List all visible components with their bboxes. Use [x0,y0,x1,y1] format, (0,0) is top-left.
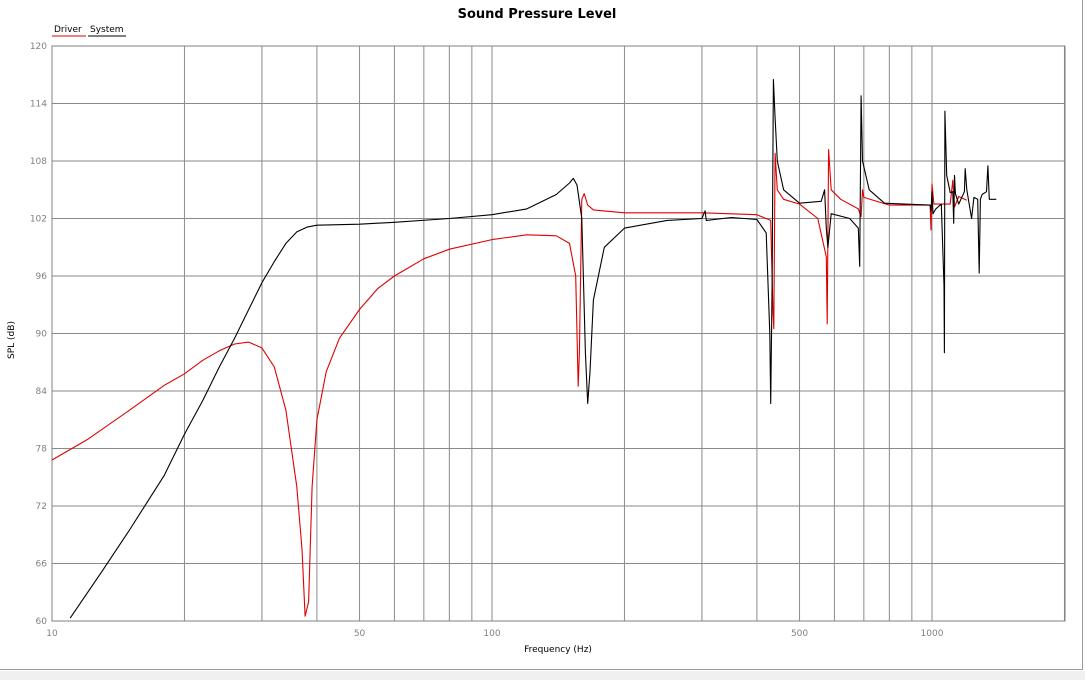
x-tick-label: 500 [791,629,808,639]
x-tick-label: 1000 [921,629,944,639]
y-axis-ticks: 60 66 72 78 84 90 96 102 108 114 120 [30,42,47,627]
y-tick-label: 96 [36,272,48,282]
y-tick-label: 114 [30,100,47,110]
series-line-system [69,78,997,619]
y-tick-label: 72 [36,502,47,512]
y-tick-label: 120 [30,42,47,52]
y-tick-label: 60 [36,617,48,627]
chart-title: Sound Pressure Level [458,7,617,22]
legend-system-label: System [90,25,124,35]
y-tick-label: 78 [36,445,48,455]
x-tick-label: 100 [483,629,500,639]
x-tick-label: 10 [46,629,58,639]
x-axis-ticks: 10 50 100 500 1000 [46,629,943,639]
y-tick-label: 90 [36,330,48,340]
grid [52,45,1065,622]
legend: Driver System [52,25,126,37]
y-tick-label: 66 [36,560,48,570]
x-tick-label: 50 [354,629,366,639]
plot-area-border [51,45,1066,622]
y-tick-label: 108 [30,157,47,167]
series-line-driver [51,148,968,617]
legend-driver-label: Driver [54,25,82,35]
series-group [51,78,997,619]
x-axis-label: Frequency (Hz) [524,645,592,655]
y-tick-label: 102 [30,215,47,225]
y-axis-label: SPL (dB) [7,321,17,359]
y-tick-label: 84 [36,387,48,397]
window-bottom-strip [0,671,1085,680]
